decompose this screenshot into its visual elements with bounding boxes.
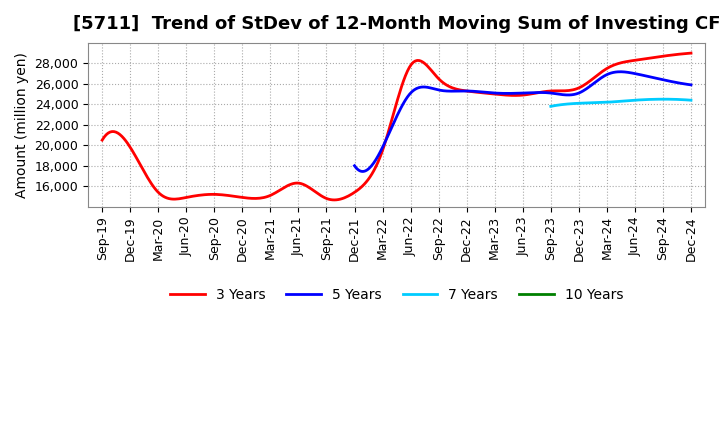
Line: 3 Years: 3 Years	[102, 53, 691, 200]
3 Years	[330, 197, 339, 202]
5 Years	[687, 82, 696, 88]
7 Years	[632, 97, 641, 103]
3 Years	[100, 135, 109, 140]
Legend: 3 Years, 5 Years, 7 Years, 10 Years: 3 Years, 5 Years, 7 Years, 10 Years	[164, 282, 629, 308]
5 Years	[551, 91, 559, 96]
3 Years	[450, 86, 459, 91]
3 Years	[98, 137, 107, 143]
5 Years	[557, 92, 566, 97]
7 Years	[546, 104, 555, 109]
3 Years	[634, 57, 642, 62]
Line: 5 Years: 5 Years	[354, 72, 691, 172]
3 Years	[460, 88, 469, 93]
Y-axis label: Amount (million yen): Amount (million yen)	[15, 52, 29, 198]
5 Years	[350, 163, 359, 169]
5 Years	[358, 169, 366, 174]
7 Years	[674, 97, 683, 102]
Title: [5711]  Trend of StDev of 12-Month Moving Sum of Investing CF: [5711] Trend of StDev of 12-Month Moving…	[73, 15, 720, 33]
5 Years	[657, 77, 666, 82]
3 Years	[687, 51, 696, 56]
5 Years	[351, 165, 360, 170]
7 Years	[547, 103, 556, 109]
5 Years	[636, 72, 644, 77]
5 Years	[616, 69, 624, 74]
7 Years	[665, 97, 674, 102]
7 Years	[629, 98, 638, 103]
7 Years	[687, 98, 696, 103]
7 Years	[660, 96, 668, 102]
3 Years	[449, 85, 457, 91]
3 Years	[596, 70, 605, 76]
5 Years	[552, 91, 560, 96]
Line: 7 Years: 7 Years	[551, 99, 691, 106]
7 Years	[630, 98, 639, 103]
